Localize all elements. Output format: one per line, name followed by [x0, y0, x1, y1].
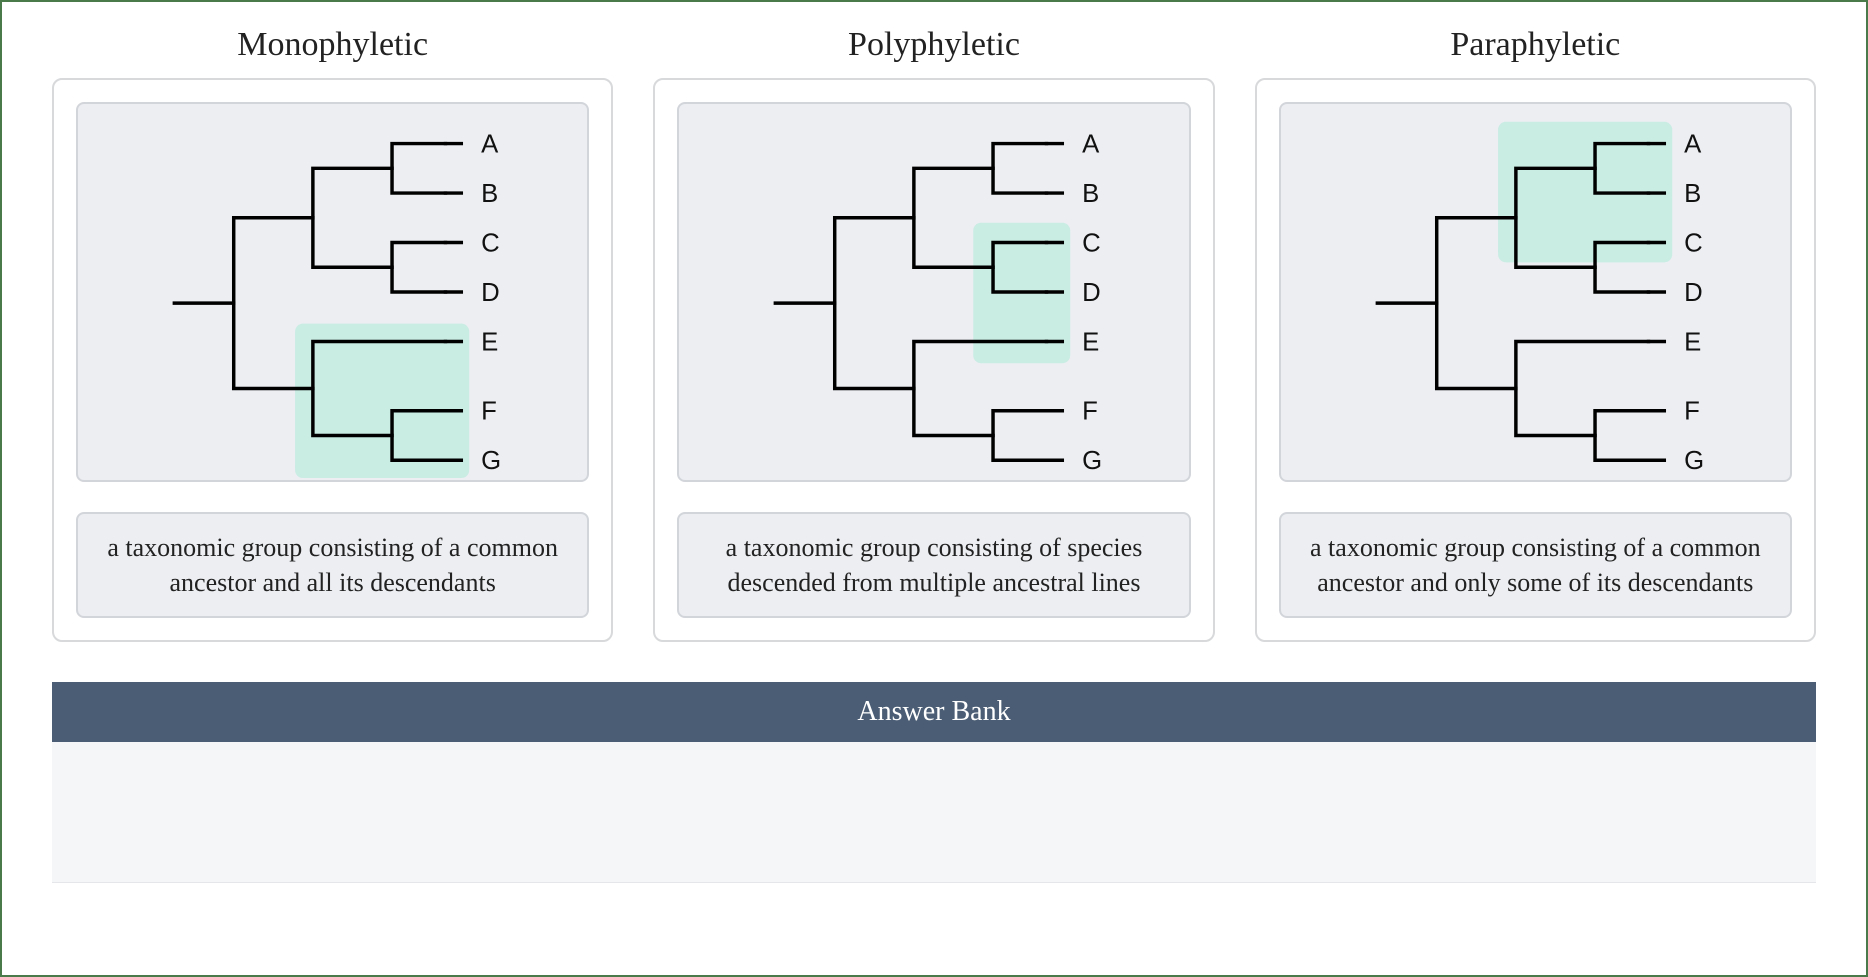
card-col-poly: Polyphyletic ABCDE FG a taxonomic group c…	[653, 26, 1214, 642]
cladogram-para: ABCDE FG	[1281, 104, 1790, 480]
svg-text:C: C	[481, 229, 500, 257]
definition-para[interactable]: a taxonomic group consisting of a common…	[1279, 512, 1792, 618]
svg-text:B: B	[481, 180, 498, 208]
card-title-para: Paraphyletic	[1450, 26, 1620, 64]
answer-bank-header: Answer Bank	[52, 682, 1816, 742]
svg-text:F: F	[1082, 398, 1098, 426]
card-mono[interactable]: ABCDE FG a taxonomic group consisting of …	[52, 78, 613, 642]
outer-frame: Monophyletic ABCDEFG a taxonomic group c…	[0, 0, 1868, 977]
svg-text:C: C	[1082, 229, 1101, 257]
svg-text:B: B	[1684, 180, 1701, 208]
svg-text:D: D	[1082, 279, 1101, 307]
svg-text:G: G	[481, 447, 501, 475]
svg-text:A: A	[1082, 130, 1100, 158]
svg-text:G: G	[1684, 447, 1704, 475]
card-title-mono: Monophyletic	[237, 26, 428, 64]
cladogram-poly: ABCDE FG	[679, 104, 1188, 480]
svg-text:E: E	[1684, 328, 1701, 356]
svg-text:F: F	[481, 398, 497, 426]
tree-box-para[interactable]: ABCDE FG	[1279, 102, 1792, 482]
svg-text:A: A	[1684, 130, 1702, 158]
cladogram-mono: ABCDE FG	[78, 104, 587, 480]
definition-poly[interactable]: a taxonomic group consisting of species …	[677, 512, 1190, 618]
svg-text:C: C	[1684, 229, 1703, 257]
svg-text:B: B	[1082, 180, 1099, 208]
svg-text:D: D	[481, 279, 500, 307]
answer-bank-body[interactable]	[52, 742, 1816, 883]
card-para[interactable]: ABCDE FG a taxonomic group consisting of …	[1255, 78, 1816, 642]
tree-box-mono[interactable]: ABCDE FG	[76, 102, 589, 482]
svg-text:E: E	[481, 328, 498, 356]
svg-text:E: E	[1082, 328, 1099, 356]
svg-text:A: A	[481, 130, 499, 158]
svg-text:G: G	[1082, 447, 1102, 475]
tree-box-poly[interactable]: ABCDE FG	[677, 102, 1190, 482]
svg-text:F: F	[1684, 398, 1700, 426]
card-col-mono: Monophyletic ABCDE FG a taxonomic group c…	[52, 26, 613, 642]
svg-text:D: D	[1684, 279, 1703, 307]
cards-row: Monophyletic ABCDEFG a taxonomic group c…	[52, 26, 1816, 642]
answer-bank: Answer Bank	[52, 682, 1816, 883]
card-title-poly: Polyphyletic	[848, 26, 1020, 64]
definition-mono[interactable]: a taxonomic group consisting of a common…	[76, 512, 589, 618]
card-col-para: Paraphyletic ABCDE FG a taxonomic group c…	[1255, 26, 1816, 642]
card-poly[interactable]: ABCDE FG a taxonomic group consisting of …	[653, 78, 1214, 642]
